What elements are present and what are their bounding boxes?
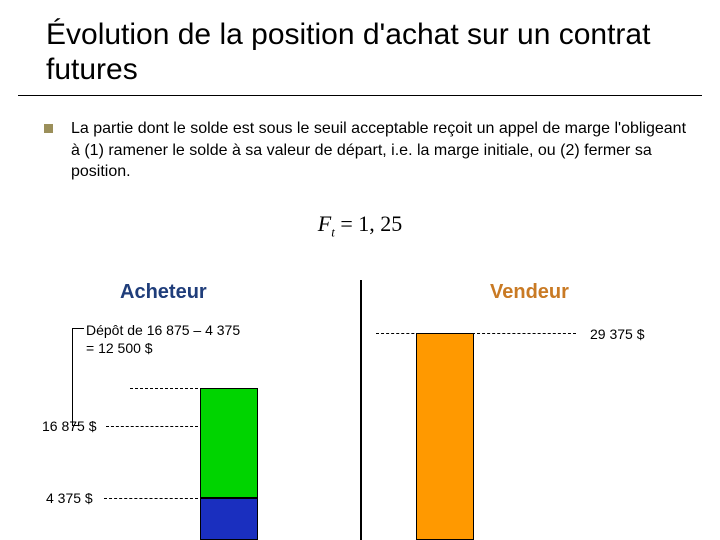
title-container: Évolution de la position d'achat sur un … bbox=[18, 0, 702, 96]
bullet-item: La partie dont le solde est sous le seui… bbox=[0, 96, 720, 183]
formula-var: F bbox=[318, 211, 331, 236]
dash-vendeur-top bbox=[376, 333, 576, 334]
level-4375-label: 4 375 $ bbox=[46, 490, 93, 508]
bullet-square-icon bbox=[44, 124, 53, 133]
deposit-bracket bbox=[72, 328, 73, 426]
vendeur-bar bbox=[416, 333, 474, 540]
chart-area: Acheteur Vendeur Dépôt de 16 875 – 4 375… bbox=[0, 280, 720, 540]
dash-4375 bbox=[104, 498, 198, 499]
deposit-bracket-arm bbox=[72, 328, 84, 329]
level-16875-label: 16 875 $ bbox=[42, 418, 97, 436]
center-axis bbox=[360, 280, 362, 540]
formula: Ft = 1, 25 bbox=[0, 211, 720, 240]
acheteur-heading: Acheteur bbox=[120, 280, 207, 305]
level-29375-label: 29 375 $ bbox=[590, 326, 645, 344]
dash-16875 bbox=[106, 426, 198, 427]
deposit-line1: Dépôt de 16 875 – 4 375 bbox=[86, 322, 240, 340]
acheteur-bar-bottom bbox=[200, 498, 258, 540]
bullet-text: La partie dont le solde est sous le seui… bbox=[71, 118, 686, 183]
formula-sub: t bbox=[331, 224, 335, 239]
formula-rhs: = 1, 25 bbox=[340, 211, 402, 236]
dash-acheteur-top bbox=[130, 388, 198, 389]
deposit-label: Dépôt de 16 875 – 4 375 = 12 500 $ bbox=[86, 322, 240, 357]
acheteur-bar-top bbox=[200, 388, 258, 498]
slide-title: Évolution de la position d'achat sur un … bbox=[46, 18, 674, 87]
vendeur-heading: Vendeur bbox=[490, 280, 569, 305]
deposit-line2: = 12 500 $ bbox=[86, 340, 240, 358]
